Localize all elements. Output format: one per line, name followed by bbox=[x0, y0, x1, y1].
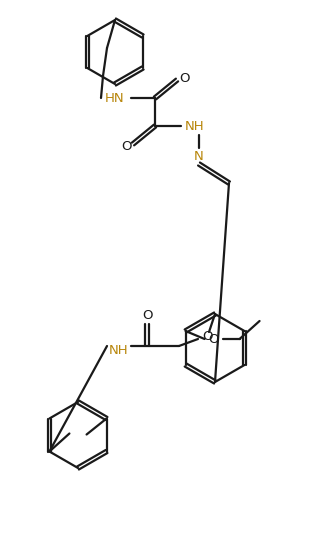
Text: NH: NH bbox=[109, 343, 129, 356]
Text: HN: HN bbox=[105, 92, 125, 105]
Text: O: O bbox=[142, 308, 152, 322]
Text: O: O bbox=[202, 330, 212, 342]
Text: NH: NH bbox=[185, 119, 205, 132]
Text: N: N bbox=[194, 149, 204, 162]
Text: O: O bbox=[208, 332, 219, 346]
Text: O: O bbox=[121, 140, 131, 153]
Text: O: O bbox=[179, 71, 189, 84]
